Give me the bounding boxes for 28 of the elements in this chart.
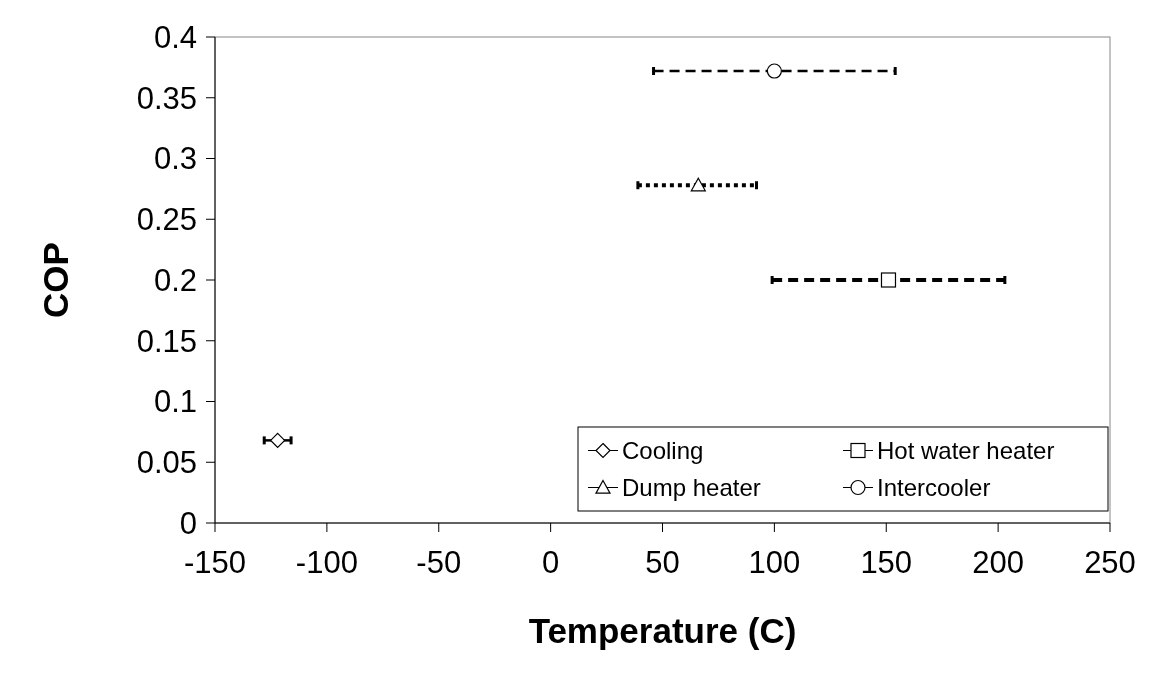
legend-label: Dump heater [622,473,761,501]
y-tick-label: 0.35 [136,80,197,116]
y-axis-title: COP [36,242,75,318]
x-tick-label: 200 [972,545,1024,580]
point [766,63,782,79]
point [880,272,897,288]
y-tick-label: 0.25 [136,202,197,238]
legend-label: Hot water heater [877,436,1055,464]
point [270,432,286,448]
x-tick-label: -50 [416,545,462,580]
x-axis-title: Temperature (C) [528,611,797,650]
y-tick-label: 0 [179,505,197,541]
x-tick-label: 100 [748,545,801,580]
y-tick-label: 0.3 [153,141,197,177]
x-tick-label: 150 [860,545,913,580]
legend-label: Intercooler [877,473,991,501]
point [690,177,706,192]
y-tick-label: 0.4 [153,19,197,55]
x-tick-label: -100 [295,545,358,580]
x-tick-label: 0 [542,545,560,580]
legend-label: Cooling [622,436,704,464]
y-tick-label: 0.1 [153,384,197,420]
x-tick-label: 50 [645,545,680,580]
y-tick-label: 0.2 [153,262,197,298]
x-tick-label: 250 [1084,545,1136,580]
x-tick-label: -150 [183,545,247,580]
y-tick-label: 0.15 [136,323,197,359]
y-tick-label: 0.05 [136,445,197,481]
